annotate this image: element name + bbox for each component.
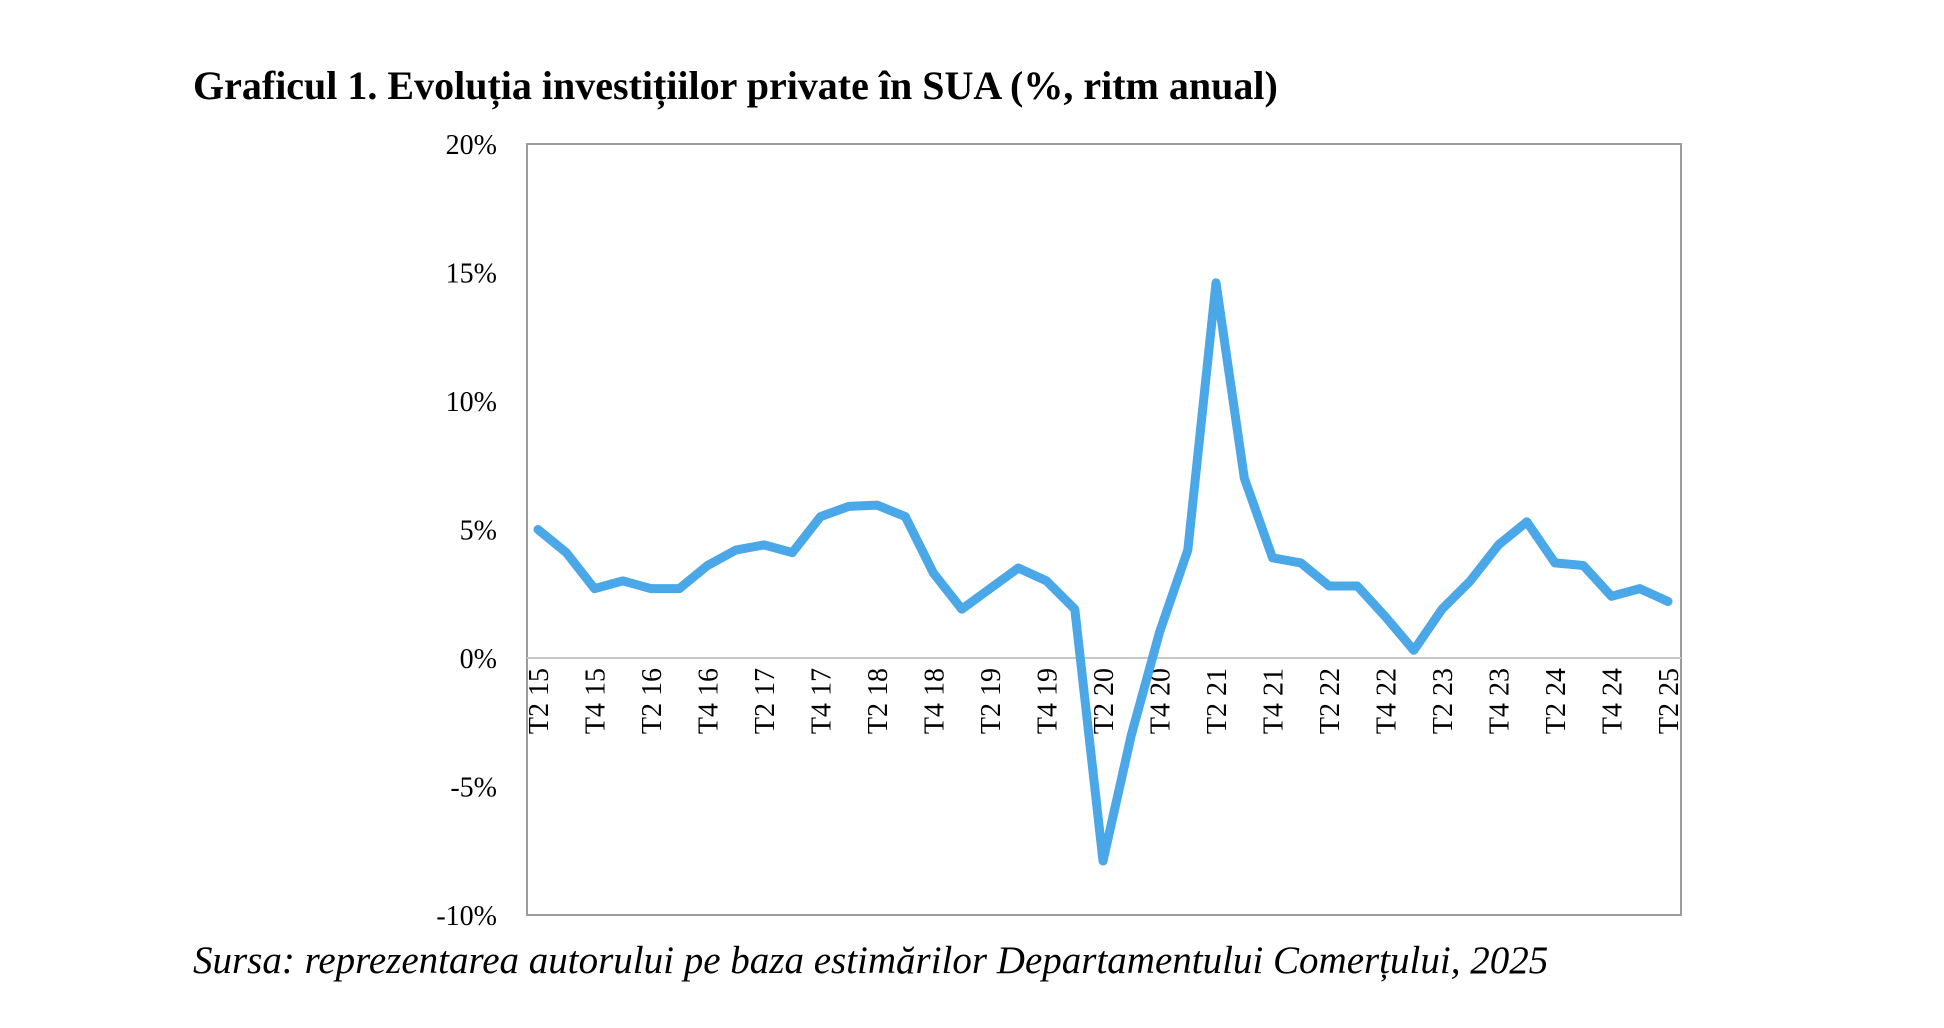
x-tick-label: T4 22 [1372,668,1403,734]
x-tick-label: T4 21 [1259,668,1290,734]
chart-title: Graficul 1. Evoluția investițiilor priva… [193,63,1278,108]
series-line [533,278,1673,866]
chart-source: Sursa: reprezentarea autorului pe baza e… [193,939,1549,982]
x-tick-label: T2 17 [750,668,781,734]
y-tick-label: 10% [446,387,497,418]
x-tick-label: T2 16 [637,668,668,734]
x-tick-label: T2 22 [1315,668,1346,734]
plot-area-frame [526,143,1682,916]
x-tick-label: T4 24 [1598,668,1629,734]
x-tick-label: T4 19 [1033,668,1064,734]
y-tick-label: 5% [460,516,497,547]
x-tick-label: T2 15 [524,668,555,734]
y-tick-label: 0% [460,644,497,675]
x-tick-label: T2 23 [1428,668,1459,734]
x-tick-label: T2 25 [1654,668,1685,734]
x-tick-label: T2 21 [1202,668,1233,734]
x-tick-label: T4 16 [694,668,725,734]
x-tick-label: T2 19 [976,668,1007,734]
x-tick-label: T4 18 [920,668,951,734]
x-tick-label: T4 23 [1485,668,1516,734]
x-tick-label: T4 17 [807,668,838,734]
x-tick-label: T2 18 [863,668,894,734]
y-tick-label: 20% [446,130,497,161]
y-tick-label: -10% [436,901,497,932]
x-tick-label: T4 15 [581,668,612,734]
y-tick-label: -5% [450,773,497,804]
x-tick-label: T2 20 [1089,668,1120,734]
x-tick-label: T2 24 [1541,668,1572,734]
y-tick-label: 15% [446,259,497,290]
